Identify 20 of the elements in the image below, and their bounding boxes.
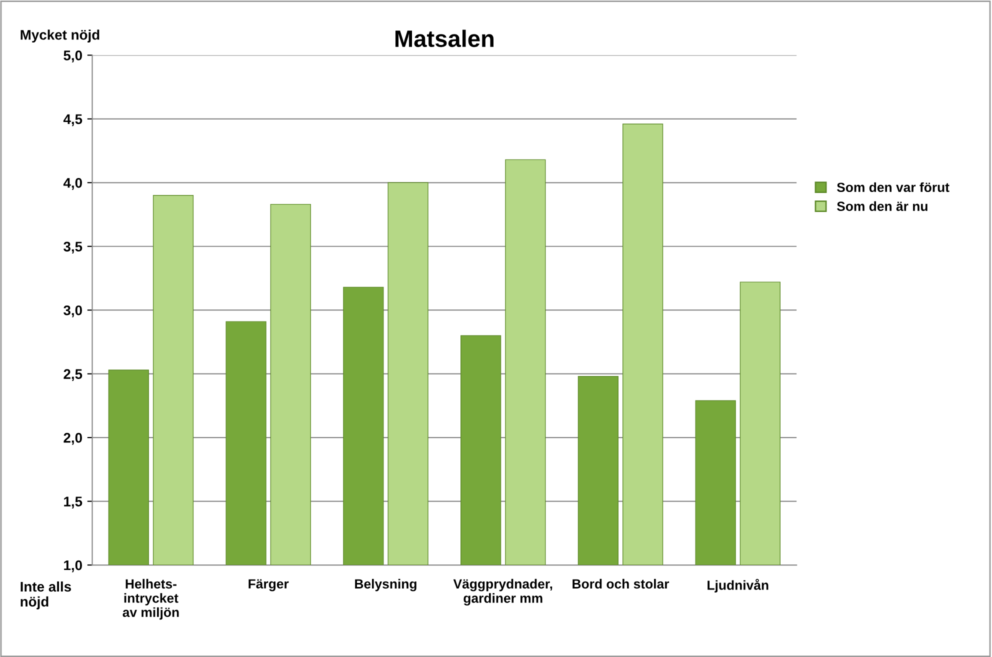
y-tick-label: 3,0: [64, 305, 82, 318]
y-tick-label: 4,5: [63, 114, 82, 126]
x-tick-label: Helhets- intrycket av miljön: [122, 578, 179, 620]
legend-label: Som den var förut: [836, 182, 950, 192]
chart-title: Matsalen: [395, 30, 494, 48]
y-tick-label: 1,5: [64, 496, 82, 508]
y-tick-label: 5,0: [64, 50, 82, 62]
y-tick-label: 2,5: [64, 369, 82, 382]
y-tick-label: 2,0: [64, 432, 82, 445]
y-tick-label: 3,5: [64, 242, 82, 254]
x-tick-label: Bord och stolar: [572, 578, 670, 589]
y-tick-label: 4,0: [63, 178, 82, 190]
legend-label: Som den är nu: [836, 201, 928, 211]
text: Mycket nöjd: [20, 30, 100, 43]
x-tick-label: Belysning: [355, 578, 416, 592]
x-tick-label: Väggprydnader, gardiner mm: [453, 578, 552, 606]
y-tick-label: 1,0: [64, 560, 82, 572]
x-tick-label: Färger: [248, 579, 289, 592]
x-tick-label: Ljudnivån: [708, 578, 768, 593]
text: Inte alls nöjd: [20, 581, 71, 610]
